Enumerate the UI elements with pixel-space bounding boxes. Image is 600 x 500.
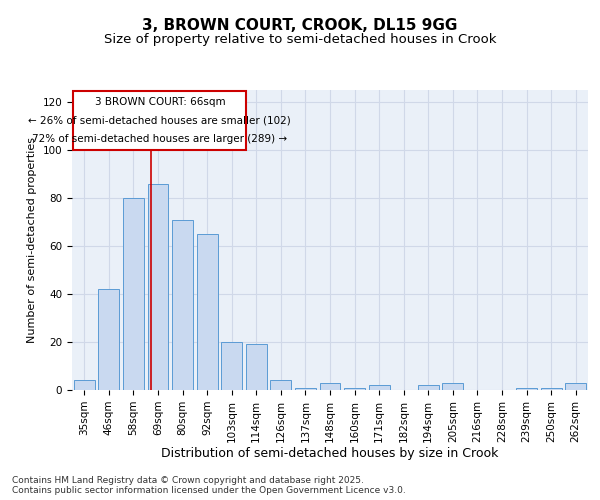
Bar — [221, 342, 242, 390]
Bar — [320, 383, 340, 390]
Bar — [246, 344, 267, 390]
Bar — [73, 91, 247, 150]
Text: 3, BROWN COURT, CROOK, DL15 9GG: 3, BROWN COURT, CROOK, DL15 9GG — [142, 18, 458, 32]
Bar — [98, 289, 119, 390]
Bar — [197, 234, 218, 390]
Text: 72% of semi-detached houses are larger (289) →: 72% of semi-detached houses are larger (… — [32, 134, 287, 144]
Bar — [541, 388, 562, 390]
Bar — [172, 220, 193, 390]
Bar — [368, 385, 389, 390]
Bar — [123, 198, 144, 390]
Bar — [344, 388, 365, 390]
X-axis label: Distribution of semi-detached houses by size in Crook: Distribution of semi-detached houses by … — [161, 448, 499, 460]
Bar — [516, 388, 537, 390]
Y-axis label: Number of semi-detached properties: Number of semi-detached properties — [27, 137, 37, 343]
Text: Size of property relative to semi-detached houses in Crook: Size of property relative to semi-detach… — [104, 32, 496, 46]
Bar — [74, 380, 95, 390]
Text: Contains HM Land Registry data © Crown copyright and database right 2025.
Contai: Contains HM Land Registry data © Crown c… — [12, 476, 406, 495]
Bar — [295, 388, 316, 390]
Bar — [565, 383, 586, 390]
Text: 3 BROWN COURT: 66sqm: 3 BROWN COURT: 66sqm — [95, 97, 225, 107]
Text: ← 26% of semi-detached houses are smaller (102): ← 26% of semi-detached houses are smalle… — [28, 116, 291, 126]
Bar — [442, 383, 463, 390]
Bar — [148, 184, 169, 390]
Bar — [271, 380, 292, 390]
Bar — [418, 385, 439, 390]
